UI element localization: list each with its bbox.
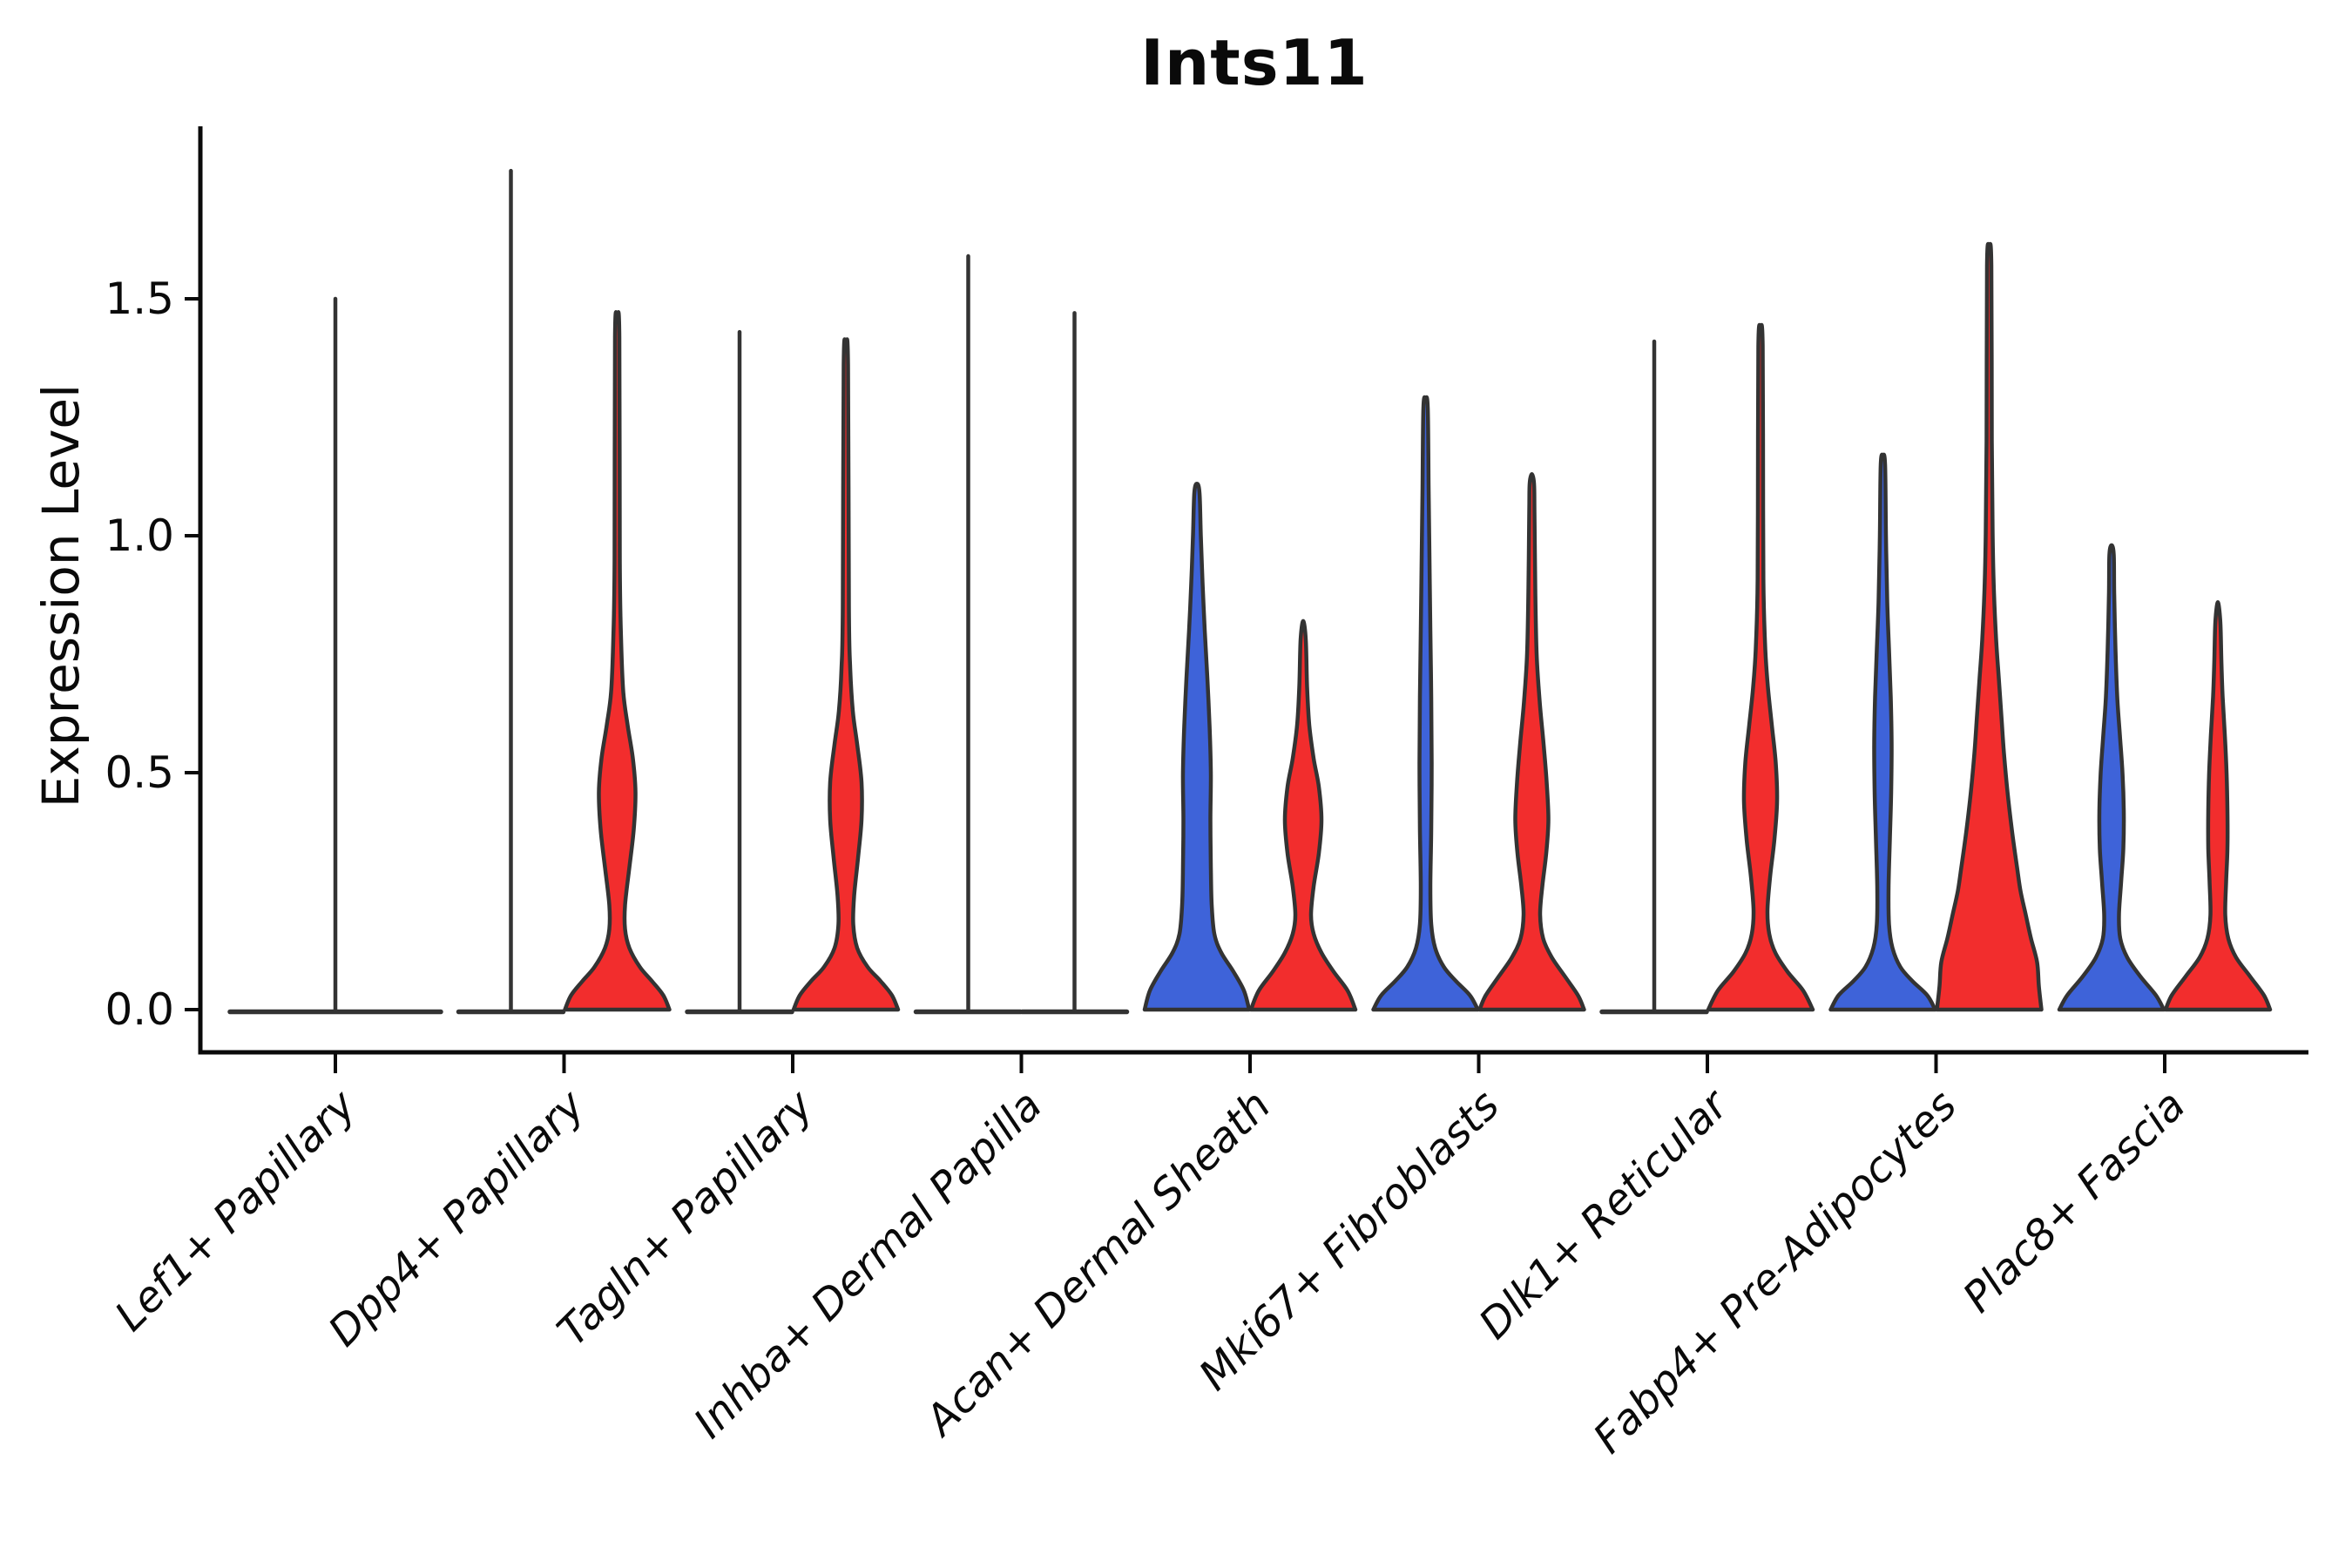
violin-plac8-fascia-left — [2057, 543, 2166, 1012]
chart-title: Ints11 — [1140, 26, 1369, 99]
violin-mki67-fibroblasts-right — [1477, 472, 1586, 1012]
violin-acan-dermal-sheath-right — [1248, 618, 1358, 1012]
violin-mki67-fibroblasts-left — [1371, 395, 1480, 1012]
violin-fabp4-pre-adipocytes-right — [1935, 241, 2044, 1012]
violin-plac8-fascia-right — [2163, 599, 2273, 1012]
x-tick-label-lef1-papillary: Lef1+ Papillary — [105, 1080, 366, 1341]
y-tick-label: 1.0 — [105, 510, 174, 561]
x-tick-label-dpp4-papillary: Dpp4+ Papillary — [319, 1080, 594, 1355]
x-tick-label-tagln-papillary: Tagln+ Papillary — [548, 1080, 823, 1355]
violin-tagln-papillary-right — [791, 337, 901, 1012]
x-tick-label-plac8-fascia: Plac8+ Fascia — [1954, 1081, 2195, 1322]
x-tick-label-fabp4-pre-adipocytes: Fabp4+ Pre-Adipocytes — [1584, 1081, 1966, 1463]
violin-acan-dermal-sheath-left — [1142, 481, 1252, 1012]
y-tick-label: 1.5 — [105, 274, 174, 324]
violin-dlk1-reticular-right — [1706, 322, 1815, 1012]
y-tick-label: 0.5 — [105, 747, 174, 798]
violin-fabp4-pre-adipocytes-left — [1828, 452, 1937, 1012]
violin-dpp4-papillary-right — [563, 310, 672, 1012]
y-tick-label: 0.0 — [105, 984, 174, 1035]
x-tick-label-dlk1-reticular: Dlk1+ Reticular — [1470, 1079, 1740, 1349]
